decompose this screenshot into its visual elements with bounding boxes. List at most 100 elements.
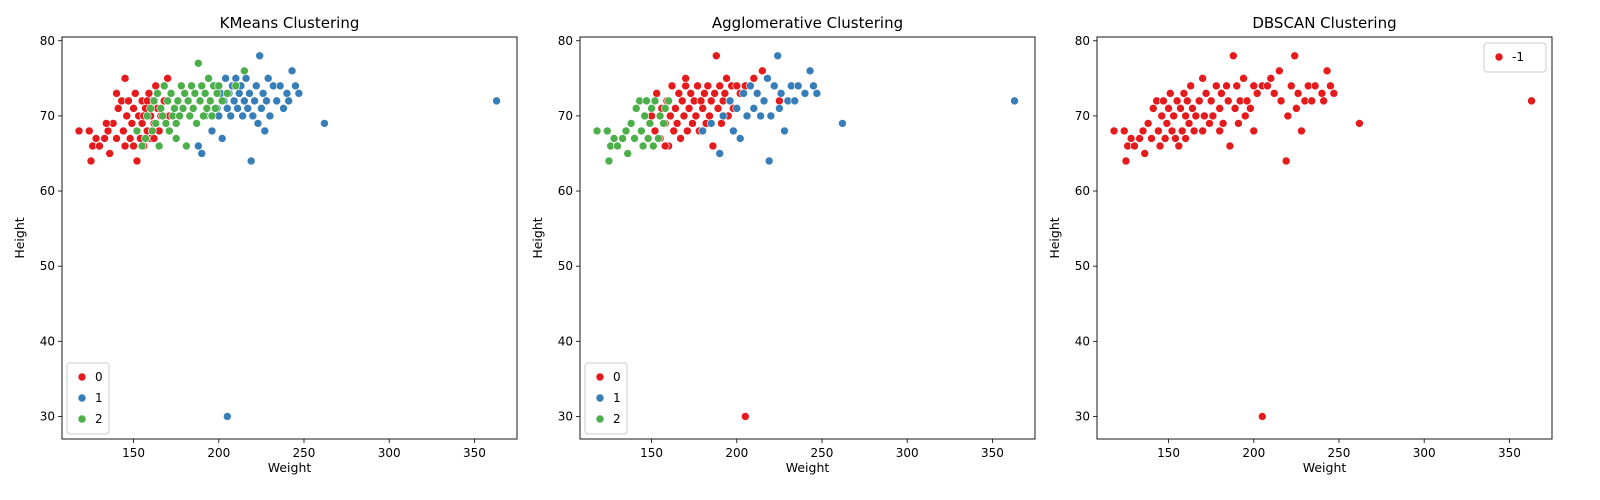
data-point: [735, 134, 745, 143]
data-point: [672, 119, 682, 128]
data-point: [732, 104, 742, 113]
data-point: [1121, 156, 1131, 166]
subplot-1: KMeans Clustering 150 200 250 300 350 30 40 50 60…: [12, 14, 518, 475]
y-tick-label: 50: [40, 259, 55, 273]
data-point: [233, 104, 242, 113]
data-point: [166, 89, 176, 98]
data-point: [725, 96, 735, 106]
data-point: [200, 89, 210, 98]
data-point: [638, 141, 648, 151]
data-point: [775, 96, 784, 106]
data-point: [1176, 104, 1185, 113]
data-point: [679, 111, 689, 121]
data-point: [113, 104, 123, 113]
data-point: [260, 126, 270, 136]
data-point: [1198, 126, 1207, 136]
legend: -1: [1483, 42, 1547, 73]
data-point: [226, 111, 236, 121]
data-point: [1239, 74, 1248, 83]
data-point: [1229, 51, 1238, 61]
data-point: [1138, 126, 1148, 136]
data-point: [790, 96, 800, 106]
series--1: [1109, 51, 1536, 421]
data-point: [238, 111, 247, 121]
data-point: [664, 96, 673, 106]
x-axis-label: Weight: [786, 460, 830, 475]
y-tick-label: 70: [558, 109, 573, 123]
data-point: [272, 96, 282, 106]
x-tick-label: 300: [896, 446, 919, 460]
data-point: [710, 89, 719, 98]
data-point: [287, 66, 297, 76]
data-point: [1215, 104, 1224, 113]
data-point: [684, 104, 694, 113]
data-point: [103, 126, 113, 136]
data-point: [127, 119, 137, 128]
data-point: [151, 119, 161, 128]
data-point: [1355, 119, 1364, 128]
data-point: [706, 119, 716, 128]
data-point: [151, 81, 161, 91]
data-point: [740, 412, 750, 421]
data-point: [693, 81, 702, 91]
data-point: [149, 134, 159, 143]
y-tick-label: 80: [558, 34, 573, 48]
data-point: [756, 111, 765, 121]
data-point: [170, 104, 179, 113]
data-point: [320, 119, 329, 128]
data-point: [105, 149, 115, 158]
data-point: [182, 141, 191, 151]
data-point: [1198, 74, 1207, 83]
subplot-3: DBSCAN Clustering 150 200 250 300 350 30 40 50 60…: [1047, 14, 1553, 475]
data-point: [1292, 104, 1301, 113]
y-tick-label: 60: [558, 184, 573, 198]
data-point: [112, 89, 121, 98]
data-point: [671, 104, 680, 113]
data-point: [1143, 119, 1153, 128]
y-tick-label: 70: [40, 109, 55, 123]
data-point: [1181, 111, 1190, 121]
data-point: [214, 81, 224, 91]
data-point: [163, 96, 172, 106]
series-1: [698, 51, 1019, 166]
data-point: [222, 89, 232, 98]
data-point: [676, 134, 685, 143]
data-point: [691, 111, 701, 121]
legend-label: 1: [613, 391, 621, 405]
data-point: [759, 96, 769, 106]
legend-box: [1483, 42, 1547, 73]
data-point: [1160, 134, 1170, 143]
y-tick-label: 80: [1075, 34, 1090, 48]
data-point: [775, 104, 784, 113]
data-point: [746, 81, 755, 91]
data-point: [681, 74, 690, 83]
x-tick-label: 150: [122, 446, 145, 460]
legend-label: 1: [95, 391, 103, 405]
data-point: [758, 66, 767, 76]
data-point: [165, 126, 174, 136]
data-point: [688, 119, 697, 128]
data-point: [1191, 111, 1201, 121]
data-point: [749, 74, 759, 83]
y-tick-label: 40: [558, 334, 573, 348]
legend-label: -1: [1512, 50, 1524, 64]
data-point: [137, 119, 147, 128]
data-point: [659, 119, 668, 128]
data-point: [291, 81, 300, 91]
data-point: [739, 89, 748, 98]
y-tick-label: 40: [40, 334, 55, 348]
data-point: [1223, 96, 1233, 106]
data-point: [248, 111, 258, 121]
data-point: [686, 89, 696, 98]
data-point: [838, 119, 847, 128]
x-axis-label: Weight: [268, 460, 312, 475]
x-tick-label: 200: [1242, 446, 1265, 460]
data-point: [749, 104, 759, 113]
y-tick-label: 80: [40, 34, 55, 48]
data-point: [294, 89, 304, 98]
data-point: [1159, 96, 1168, 106]
data-point: [141, 134, 150, 143]
